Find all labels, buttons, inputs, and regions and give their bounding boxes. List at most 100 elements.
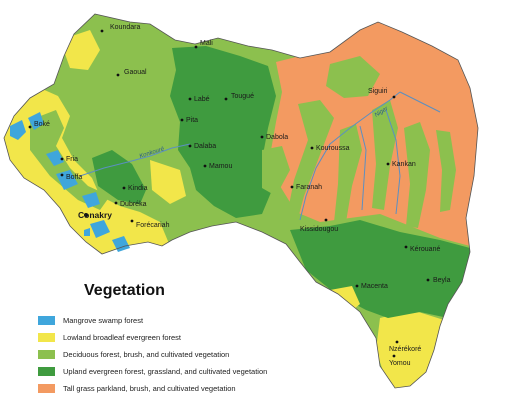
- city-label: Kindia: [128, 185, 148, 192]
- mangrove-conakry: [90, 220, 110, 238]
- city-3: Gaoual: [116, 69, 147, 77]
- city-18: Dubréka: [114, 201, 147, 208]
- city-label: Kérouané: [410, 246, 440, 253]
- city-label: Conakry: [78, 210, 112, 220]
- city-25: Nzérékoré: [389, 340, 421, 353]
- region-lowland-fouta: [150, 160, 186, 204]
- city-label: Boké: [34, 121, 50, 128]
- city-1: Koundara: [100, 24, 140, 33]
- city-24: Macenta: [355, 283, 388, 290]
- city-marker-icon: [203, 164, 207, 168]
- city-marker-icon: [395, 340, 399, 344]
- city-marker-icon: [355, 284, 359, 288]
- rivers: [79, 91, 441, 221]
- legend-item-deciduous: Deciduous forest, brush, and cultivated …: [38, 346, 338, 363]
- legend-label-tallgrass: Tall grass parkland, brush, and cultivat…: [63, 384, 236, 393]
- city-marker-icon: [310, 146, 314, 150]
- city-marker-icon: [188, 97, 192, 101]
- city-label: Siguiri: [368, 88, 388, 95]
- city-label: Labé: [194, 96, 210, 103]
- city-label: Forécariah: [136, 222, 170, 229]
- legend-swatch-deciduous: [38, 350, 55, 359]
- mangrove-dubreka: [82, 192, 100, 208]
- cities-layer: Koundara Mali Gaoual Labé Tougué Pita Boké Dala…: [28, 24, 451, 367]
- legend-swatch-upland: [38, 367, 55, 376]
- city-marker-icon: [392, 95, 396, 99]
- city-5: Tougué: [224, 93, 254, 101]
- legend-swatch-tallgrass: [38, 384, 55, 393]
- country-outline: [3, 13, 479, 389]
- city-label: Dubréka: [120, 201, 147, 208]
- city-marker-icon: [426, 278, 430, 282]
- city-label: Mali: [200, 40, 213, 47]
- city-marker-icon: [386, 162, 390, 166]
- city-marker-icon: [130, 219, 134, 223]
- city-label: Yomou: [389, 360, 411, 367]
- legend-item-tallgrass: Tall grass parkland, brush, and cultivat…: [38, 380, 338, 397]
- mangrove-forecariah: [112, 236, 130, 252]
- legend-title: Vegetation: [84, 282, 165, 299]
- river-konkoure: [79, 143, 191, 177]
- city-label: Kissidougou: [300, 226, 338, 233]
- city-9: Dabola: [260, 134, 288, 141]
- city-26: Yomou: [389, 354, 411, 367]
- city-label: Mamou: [209, 163, 232, 170]
- city-15: Kindia: [122, 185, 148, 192]
- city-17: Faranah: [290, 184, 322, 191]
- region-deciduous-valley-2: [334, 124, 362, 222]
- city-6: Pita: [180, 117, 198, 124]
- city-marker-icon: [324, 218, 328, 222]
- city-marker-icon: [260, 135, 264, 139]
- region-upland-kindia: [92, 150, 146, 204]
- city-label: Macenta: [361, 283, 388, 290]
- river-niger: [299, 91, 401, 221]
- region-deciduous-coast: [30, 110, 110, 210]
- region-upland-fouta: [170, 46, 276, 218]
- city-label: Kouroussa: [316, 145, 350, 152]
- city-marker-icon: [180, 118, 184, 122]
- mangrove-boke: [10, 120, 26, 140]
- region-deciduous-valley-5: [436, 130, 456, 212]
- city-marker-icon: [60, 173, 64, 177]
- region-deciduous-dabola: [262, 146, 290, 196]
- city-label: Dabola: [266, 134, 288, 141]
- city-marker-icon: [28, 125, 32, 129]
- legend-items: Mangrove swamp forest Lowland broadleaf …: [38, 312, 338, 397]
- city-20: Forécariah: [130, 219, 170, 229]
- city-7: Boké: [28, 121, 50, 129]
- legend-item-lowland: Lowland broadleaf evergreen forest: [38, 329, 338, 346]
- city-label: Dalaba: [194, 143, 216, 150]
- mangrove-patches: [10, 112, 130, 252]
- city-8: Dalaba: [188, 143, 216, 150]
- city-11: Kouroussa: [310, 145, 350, 152]
- legend-swatch-lowland: [38, 333, 55, 342]
- city-label: Nzérékoré: [389, 346, 421, 353]
- region-deciduous-valley-1: [286, 100, 334, 226]
- river-tributary-3: [399, 91, 441, 113]
- city-label: Boffa: [66, 174, 82, 181]
- city-marker-icon: [224, 97, 228, 101]
- city-marker-icon: [290, 185, 294, 189]
- city-marker-icon: [188, 144, 192, 148]
- city-label: Pita: [186, 117, 198, 124]
- city-4: Labé: [188, 96, 210, 103]
- region-deciduous-valley-4: [404, 122, 430, 228]
- legend-swatch-mangrove: [38, 316, 55, 325]
- region-deciduous-north-east: [326, 56, 380, 98]
- legend-label-upland: Upland evergreen forest, grassland, and …: [63, 367, 268, 376]
- region-upland-forest: [290, 220, 470, 318]
- city-23: Beyla: [426, 277, 451, 284]
- mangrove-island: [84, 228, 90, 236]
- city-marker-icon: [114, 201, 118, 205]
- city-marker-icon: [404, 245, 408, 249]
- city-22: Kérouané: [404, 245, 440, 253]
- city-marker-icon: [60, 157, 64, 161]
- city-marker-icon: [116, 73, 120, 77]
- legend-label-mangrove: Mangrove swamp forest: [63, 316, 144, 325]
- city-label: Gaoual: [124, 69, 147, 76]
- city-marker-icon: [392, 354, 396, 358]
- legend-item-mangrove: Mangrove swamp forest: [38, 312, 338, 329]
- city-12: Mamou: [203, 163, 232, 170]
- city-label: Tougué: [231, 93, 254, 100]
